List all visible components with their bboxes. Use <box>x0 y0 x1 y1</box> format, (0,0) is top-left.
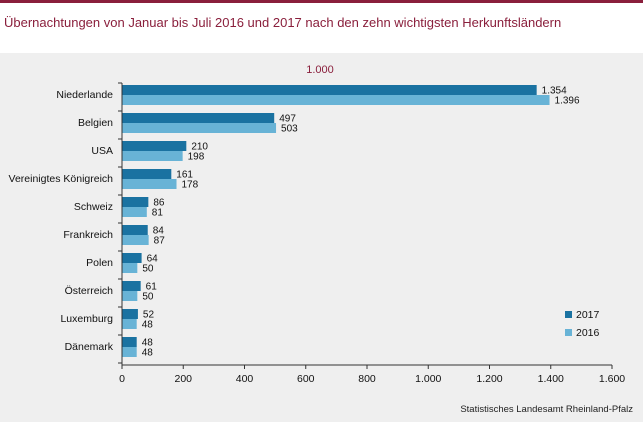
value-label: 50 <box>142 292 154 303</box>
x-tick-label: 1.000 <box>415 373 441 385</box>
value-label: 87 <box>154 236 166 247</box>
x-tick-label: 1.400 <box>538 373 564 385</box>
value-label: 48 <box>142 320 154 331</box>
category-label: USA <box>91 145 113 157</box>
value-label: 64 <box>147 254 159 265</box>
category-label: Dänemark <box>65 341 114 353</box>
value-label: 1.354 <box>542 86 567 97</box>
value-label: 198 <box>188 152 205 163</box>
bar <box>122 197 149 207</box>
bar <box>122 235 149 245</box>
bar <box>122 123 277 133</box>
bar <box>122 113 275 123</box>
x-tick-label: 0 <box>119 373 125 385</box>
bar <box>122 207 147 217</box>
legend-swatch <box>565 311 572 318</box>
value-label: 50 <box>142 264 154 275</box>
value-label: 210 <box>191 142 208 153</box>
category-label: Österreich <box>65 285 114 297</box>
value-label: 81 <box>152 208 164 219</box>
bar <box>122 95 550 105</box>
chart-title: Übernachtungen von Januar bis Juli 2016 … <box>4 15 562 30</box>
bar <box>122 309 138 319</box>
value-label: 48 <box>142 348 154 359</box>
x-tick-label: 1.200 <box>476 373 502 385</box>
bar <box>122 263 138 273</box>
value-label: 48 <box>142 338 154 349</box>
category-label: Luxemburg <box>60 313 113 325</box>
bar <box>122 319 137 329</box>
legend-label: 2016 <box>576 327 600 339</box>
bar <box>122 347 137 357</box>
bar <box>122 253 142 263</box>
legend-label: 2017 <box>576 309 600 321</box>
source-note: Statistisches Landesamt Rheinland-Pfalz <box>460 404 633 415</box>
x-tick-label: 200 <box>174 373 192 385</box>
bar <box>122 225 148 235</box>
value-label: 503 <box>281 124 298 135</box>
bar <box>122 281 141 291</box>
category-label: Vereinigtes Königreich <box>9 173 114 185</box>
x-tick-label: 800 <box>358 373 376 385</box>
x-tick-label: 600 <box>297 373 315 385</box>
top-accent-bar <box>0 0 643 3</box>
category-label: Niederlande <box>56 89 113 101</box>
bar <box>122 179 177 189</box>
value-label: 86 <box>153 198 165 209</box>
value-label: 497 <box>279 114 296 125</box>
x-tick-label: 400 <box>236 373 254 385</box>
legend-swatch <box>565 329 572 336</box>
value-label: 161 <box>176 170 193 181</box>
bar <box>122 337 137 347</box>
chart-panel <box>0 53 643 422</box>
value-label: 178 <box>182 180 199 191</box>
category-label: Frankreich <box>63 229 113 241</box>
category-label: Schweiz <box>74 201 113 213</box>
bar <box>122 151 183 161</box>
bar <box>122 141 187 151</box>
value-label: 61 <box>146 282 158 293</box>
value-label: 84 <box>153 226 165 237</box>
unit-label: 1.000 <box>306 64 334 76</box>
bar <box>122 85 537 95</box>
x-tick-label: 1.600 <box>599 373 625 385</box>
value-label: 1.396 <box>555 96 580 107</box>
category-label: Polen <box>86 257 113 269</box>
bar <box>122 291 138 301</box>
value-label: 52 <box>143 310 155 321</box>
bar <box>122 169 172 179</box>
category-label: Belgien <box>78 117 113 129</box>
